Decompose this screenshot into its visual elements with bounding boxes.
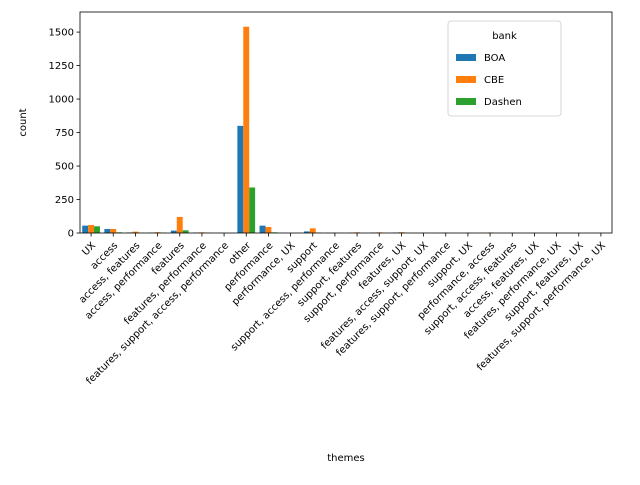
legend-label-boa: BOA	[484, 53, 505, 64]
bar-cbe-1	[110, 229, 116, 233]
bar-boa-0	[82, 226, 88, 233]
y-tick-label: 750	[55, 128, 74, 139]
y-tick-label: 500	[55, 162, 74, 173]
y-tick-label: 1500	[49, 28, 74, 39]
bar-cbe-0	[88, 225, 94, 233]
legend: bank BOA CBE Dashen	[448, 21, 561, 116]
bar-cbe-4	[177, 217, 183, 233]
bar-dashen-0	[94, 226, 100, 233]
bar-boa-1	[104, 229, 110, 233]
legend-title: bank	[492, 31, 517, 42]
x-tick-label: UX	[80, 240, 98, 258]
legend-swatch-dashen	[456, 98, 476, 105]
y-tick-label: 1250	[49, 61, 74, 72]
bar-dashen-4	[183, 230, 189, 233]
legend-swatch-cbe	[456, 76, 476, 83]
bar-cbe-10	[310, 228, 316, 233]
bar-cbe-7	[243, 27, 249, 233]
legend-label-cbe: CBE	[484, 75, 504, 86]
legend-swatch-boa	[456, 54, 476, 61]
y-tick-label: 0	[68, 229, 74, 240]
bar-boa-7	[237, 126, 243, 233]
bar-cbe-8	[265, 227, 271, 233]
y-axis-title: count	[18, 108, 29, 136]
y-tick-label: 1000	[49, 95, 74, 106]
y-axis: 0 250 500 750 1000 1250 1500	[49, 28, 80, 240]
legend-label-dashen: Dashen	[484, 97, 522, 108]
bar-boa-8	[260, 226, 266, 233]
bar-dashen-7	[249, 187, 255, 233]
y-tick-label: 250	[55, 195, 74, 206]
x-axis-title: themes	[327, 453, 365, 464]
